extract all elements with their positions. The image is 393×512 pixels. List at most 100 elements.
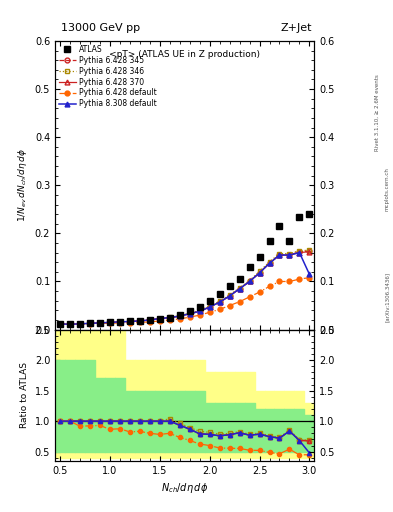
Pythia 8.308 default xyxy=(158,315,162,322)
Pythia 6.428 default xyxy=(58,321,62,327)
Pythia 6.428 346 xyxy=(167,314,172,320)
Pythia 8.308 default xyxy=(108,319,112,326)
Pythia 6.428 default xyxy=(158,318,162,324)
Pythia 6.428 345 xyxy=(58,321,62,327)
Pythia 6.428 370 xyxy=(88,321,92,327)
Pythia 6.428 370 xyxy=(257,270,262,276)
Pythia 6.428 346 xyxy=(118,319,122,325)
Pythia 6.428 default xyxy=(147,319,152,325)
Text: mcplots.cern.ch: mcplots.cern.ch xyxy=(385,167,389,211)
Pythia 6.428 default xyxy=(237,298,242,305)
Pythia 8.308 default xyxy=(297,249,302,255)
Pythia 6.428 346 xyxy=(97,320,102,326)
Pythia 6.428 346 xyxy=(138,318,142,324)
Pythia 6.428 370 xyxy=(108,319,112,326)
Pythia 6.428 default xyxy=(118,320,122,326)
Line: Pythia 8.308 default: Pythia 8.308 default xyxy=(58,250,312,327)
Pythia 8.308 default xyxy=(127,318,132,325)
Pythia 6.428 default xyxy=(257,289,262,295)
Pythia 6.428 370 xyxy=(287,252,292,258)
Pythia 8.308 default xyxy=(167,314,172,321)
Pythia 6.428 default xyxy=(167,317,172,323)
Pythia 8.308 default xyxy=(77,321,82,327)
Pythia 6.428 default xyxy=(138,319,142,326)
Pythia 6.428 345 xyxy=(307,248,312,254)
Text: 13000 GeV pp: 13000 GeV pp xyxy=(61,23,140,33)
ATLAS xyxy=(287,238,292,244)
Pythia 6.428 default xyxy=(127,320,132,326)
Pythia 6.428 345 xyxy=(118,319,122,325)
Pythia 8.308 default xyxy=(217,299,222,305)
Pythia 6.428 370 xyxy=(167,314,172,321)
Pythia 6.428 345 xyxy=(217,299,222,305)
ATLAS xyxy=(167,314,172,321)
ATLAS xyxy=(138,318,142,324)
Pythia 8.308 default xyxy=(287,252,292,258)
Pythia 6.428 370 xyxy=(118,319,122,325)
Pythia 8.308 default xyxy=(277,252,282,258)
Pythia 8.308 default xyxy=(177,313,182,319)
ATLAS xyxy=(108,319,112,326)
Pythia 6.428 370 xyxy=(68,321,72,327)
Pythia 6.428 370 xyxy=(77,321,82,327)
Y-axis label: Ratio to ATLAS: Ratio to ATLAS xyxy=(20,362,29,428)
Pythia 6.428 346 xyxy=(227,292,232,298)
Pythia 6.428 346 xyxy=(287,250,292,257)
Pythia 6.428 default xyxy=(108,321,112,327)
ATLAS xyxy=(127,318,132,325)
Pythia 6.428 346 xyxy=(197,307,202,313)
Pythia 8.308 default xyxy=(58,321,62,327)
ATLAS xyxy=(187,308,192,314)
Pythia 6.428 346 xyxy=(68,321,72,327)
Pythia 6.428 345 xyxy=(177,313,182,319)
Pythia 6.428 default xyxy=(88,321,92,327)
Pythia 6.428 345 xyxy=(277,252,282,258)
Pythia 6.428 345 xyxy=(127,318,132,325)
Pythia 6.428 default xyxy=(97,321,102,327)
Pythia 6.428 346 xyxy=(257,268,262,274)
ATLAS xyxy=(297,214,302,220)
Pythia 6.428 default xyxy=(197,312,202,318)
Pythia 6.428 345 xyxy=(287,252,292,258)
ATLAS xyxy=(177,312,182,318)
Pythia 6.428 345 xyxy=(158,315,162,322)
Pythia 6.428 346 xyxy=(247,278,252,284)
Line: Pythia 6.428 345: Pythia 6.428 345 xyxy=(58,249,312,327)
Pythia 6.428 345 xyxy=(77,321,82,327)
Line: ATLAS: ATLAS xyxy=(57,211,312,327)
Pythia 6.428 345 xyxy=(247,279,252,285)
Pythia 6.428 346 xyxy=(77,321,82,327)
ATLAS xyxy=(77,321,82,327)
Pythia 6.428 370 xyxy=(217,299,222,305)
Pythia 6.428 370 xyxy=(158,315,162,322)
Pythia 6.428 default xyxy=(307,274,312,281)
Pythia 6.428 345 xyxy=(147,317,152,323)
Pythia 8.308 default xyxy=(118,319,122,325)
Pythia 6.428 370 xyxy=(147,317,152,323)
Pythia 6.428 346 xyxy=(267,259,272,265)
ATLAS xyxy=(207,297,212,304)
ATLAS xyxy=(58,321,62,327)
Text: Z+Jet: Z+Jet xyxy=(281,23,312,33)
ATLAS xyxy=(257,254,262,261)
Pythia 6.428 345 xyxy=(257,270,262,276)
Line: Pythia 6.428 346: Pythia 6.428 346 xyxy=(58,248,312,327)
ATLAS xyxy=(147,317,152,323)
ATLAS xyxy=(247,264,252,270)
Text: [arXiv:1306.3436]: [arXiv:1306.3436] xyxy=(385,272,389,322)
ATLAS xyxy=(227,283,232,289)
Pythia 6.428 370 xyxy=(127,318,132,325)
Pythia 8.308 default xyxy=(237,286,242,292)
Pythia 8.308 default xyxy=(227,293,232,299)
ATLAS xyxy=(217,290,222,296)
ATLAS xyxy=(97,320,102,326)
Pythia 6.428 370 xyxy=(177,313,182,319)
Pythia 6.428 346 xyxy=(58,321,62,327)
Pythia 8.308 default xyxy=(257,270,262,276)
Pythia 6.428 default xyxy=(277,279,282,285)
Pythia 6.428 345 xyxy=(227,293,232,299)
Pythia 6.428 346 xyxy=(127,318,132,325)
Pythia 6.428 345 xyxy=(237,286,242,292)
Pythia 6.428 370 xyxy=(227,293,232,299)
Pythia 6.428 default xyxy=(247,294,252,300)
